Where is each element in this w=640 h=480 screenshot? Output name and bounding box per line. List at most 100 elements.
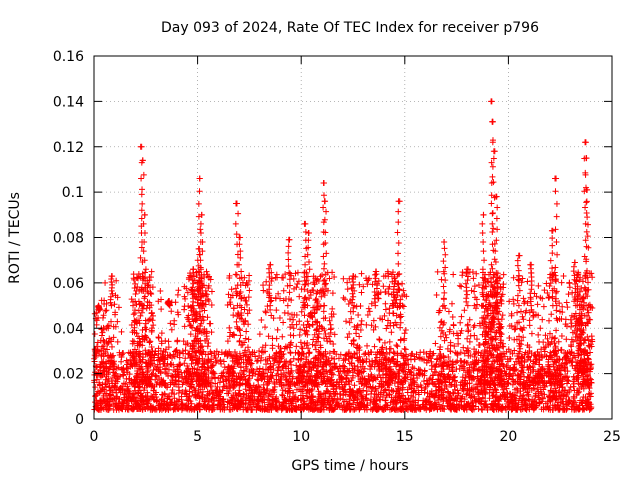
data-point [199,248,206,255]
data-point [200,378,207,385]
data-point [98,326,105,333]
data-point [265,333,272,340]
data-point [358,368,365,375]
data-point [354,400,361,407]
data-point [121,391,128,398]
data-point [195,338,202,345]
data-point [139,200,146,207]
data-point [191,293,198,300]
data-point [266,353,273,360]
data-point [353,303,360,310]
data-point [421,372,428,379]
data-point [320,192,327,199]
data-point [377,315,384,322]
data-point [157,347,164,354]
data-point [286,359,293,366]
data-point [110,369,117,376]
data-point [383,357,390,364]
data-point [415,354,422,361]
data-point [184,289,191,296]
data-point [372,357,379,364]
data-point [361,351,368,358]
data-point [349,296,356,303]
data-point [552,387,559,394]
data-point [479,220,486,227]
data-point [410,378,417,385]
data-point [490,403,497,410]
data-point [243,301,250,308]
data-point [350,308,357,315]
data-point [587,393,594,400]
data-point [435,381,442,388]
data-point [580,405,587,412]
data-point [271,379,278,386]
data-point [199,343,206,350]
data-point [358,289,365,296]
data-point [329,305,336,312]
data-point [202,290,209,297]
data-point [304,380,311,387]
data-point [159,351,166,358]
data-point [584,396,591,403]
data-point [379,406,386,413]
data-point [228,286,235,293]
data-point [428,379,435,386]
data-point [326,275,333,282]
data-point [415,383,422,390]
data-point [133,301,140,308]
data-point [151,383,158,390]
data-point [162,337,169,344]
data-point [287,350,294,357]
data-point [147,352,154,359]
data-point [489,369,496,376]
data-point [260,349,267,356]
data-point [141,293,148,300]
data-point [281,372,288,379]
data-point [144,288,151,295]
data-point [130,302,137,309]
data-point [312,346,319,353]
data-point [395,208,402,215]
data-point [471,322,478,329]
data-point [549,389,556,396]
data-point [478,389,485,396]
data-point [198,364,205,371]
data-point [137,338,144,345]
data-point [264,303,271,310]
data-point [317,391,324,398]
data-point [195,361,202,368]
data-point [262,390,269,397]
data-point [364,311,371,318]
data-point [163,406,170,413]
data-point [436,401,443,408]
data-point [327,376,334,383]
data-point [167,381,174,388]
data-point [351,382,358,389]
data-point [405,395,412,402]
data-point [476,342,483,349]
data-point [216,379,223,386]
data-point [474,301,481,308]
data-point [327,367,334,374]
data-point [120,372,127,379]
data-point [277,367,284,374]
data-point [562,387,569,394]
data-point [246,372,253,379]
data-point [231,348,238,355]
data-point [183,404,190,411]
data-point [146,274,153,281]
data-point [372,275,379,282]
data-point [469,399,476,406]
data-point [142,284,149,291]
data-point [461,403,468,410]
data-point [575,404,582,411]
data-point [473,336,480,343]
data-point [115,304,122,311]
data-point [246,307,253,314]
data-point [92,393,99,400]
data-point [278,379,285,386]
data-point [114,378,121,385]
data-point [263,278,270,285]
data-point [197,229,204,236]
data-point [394,292,401,299]
